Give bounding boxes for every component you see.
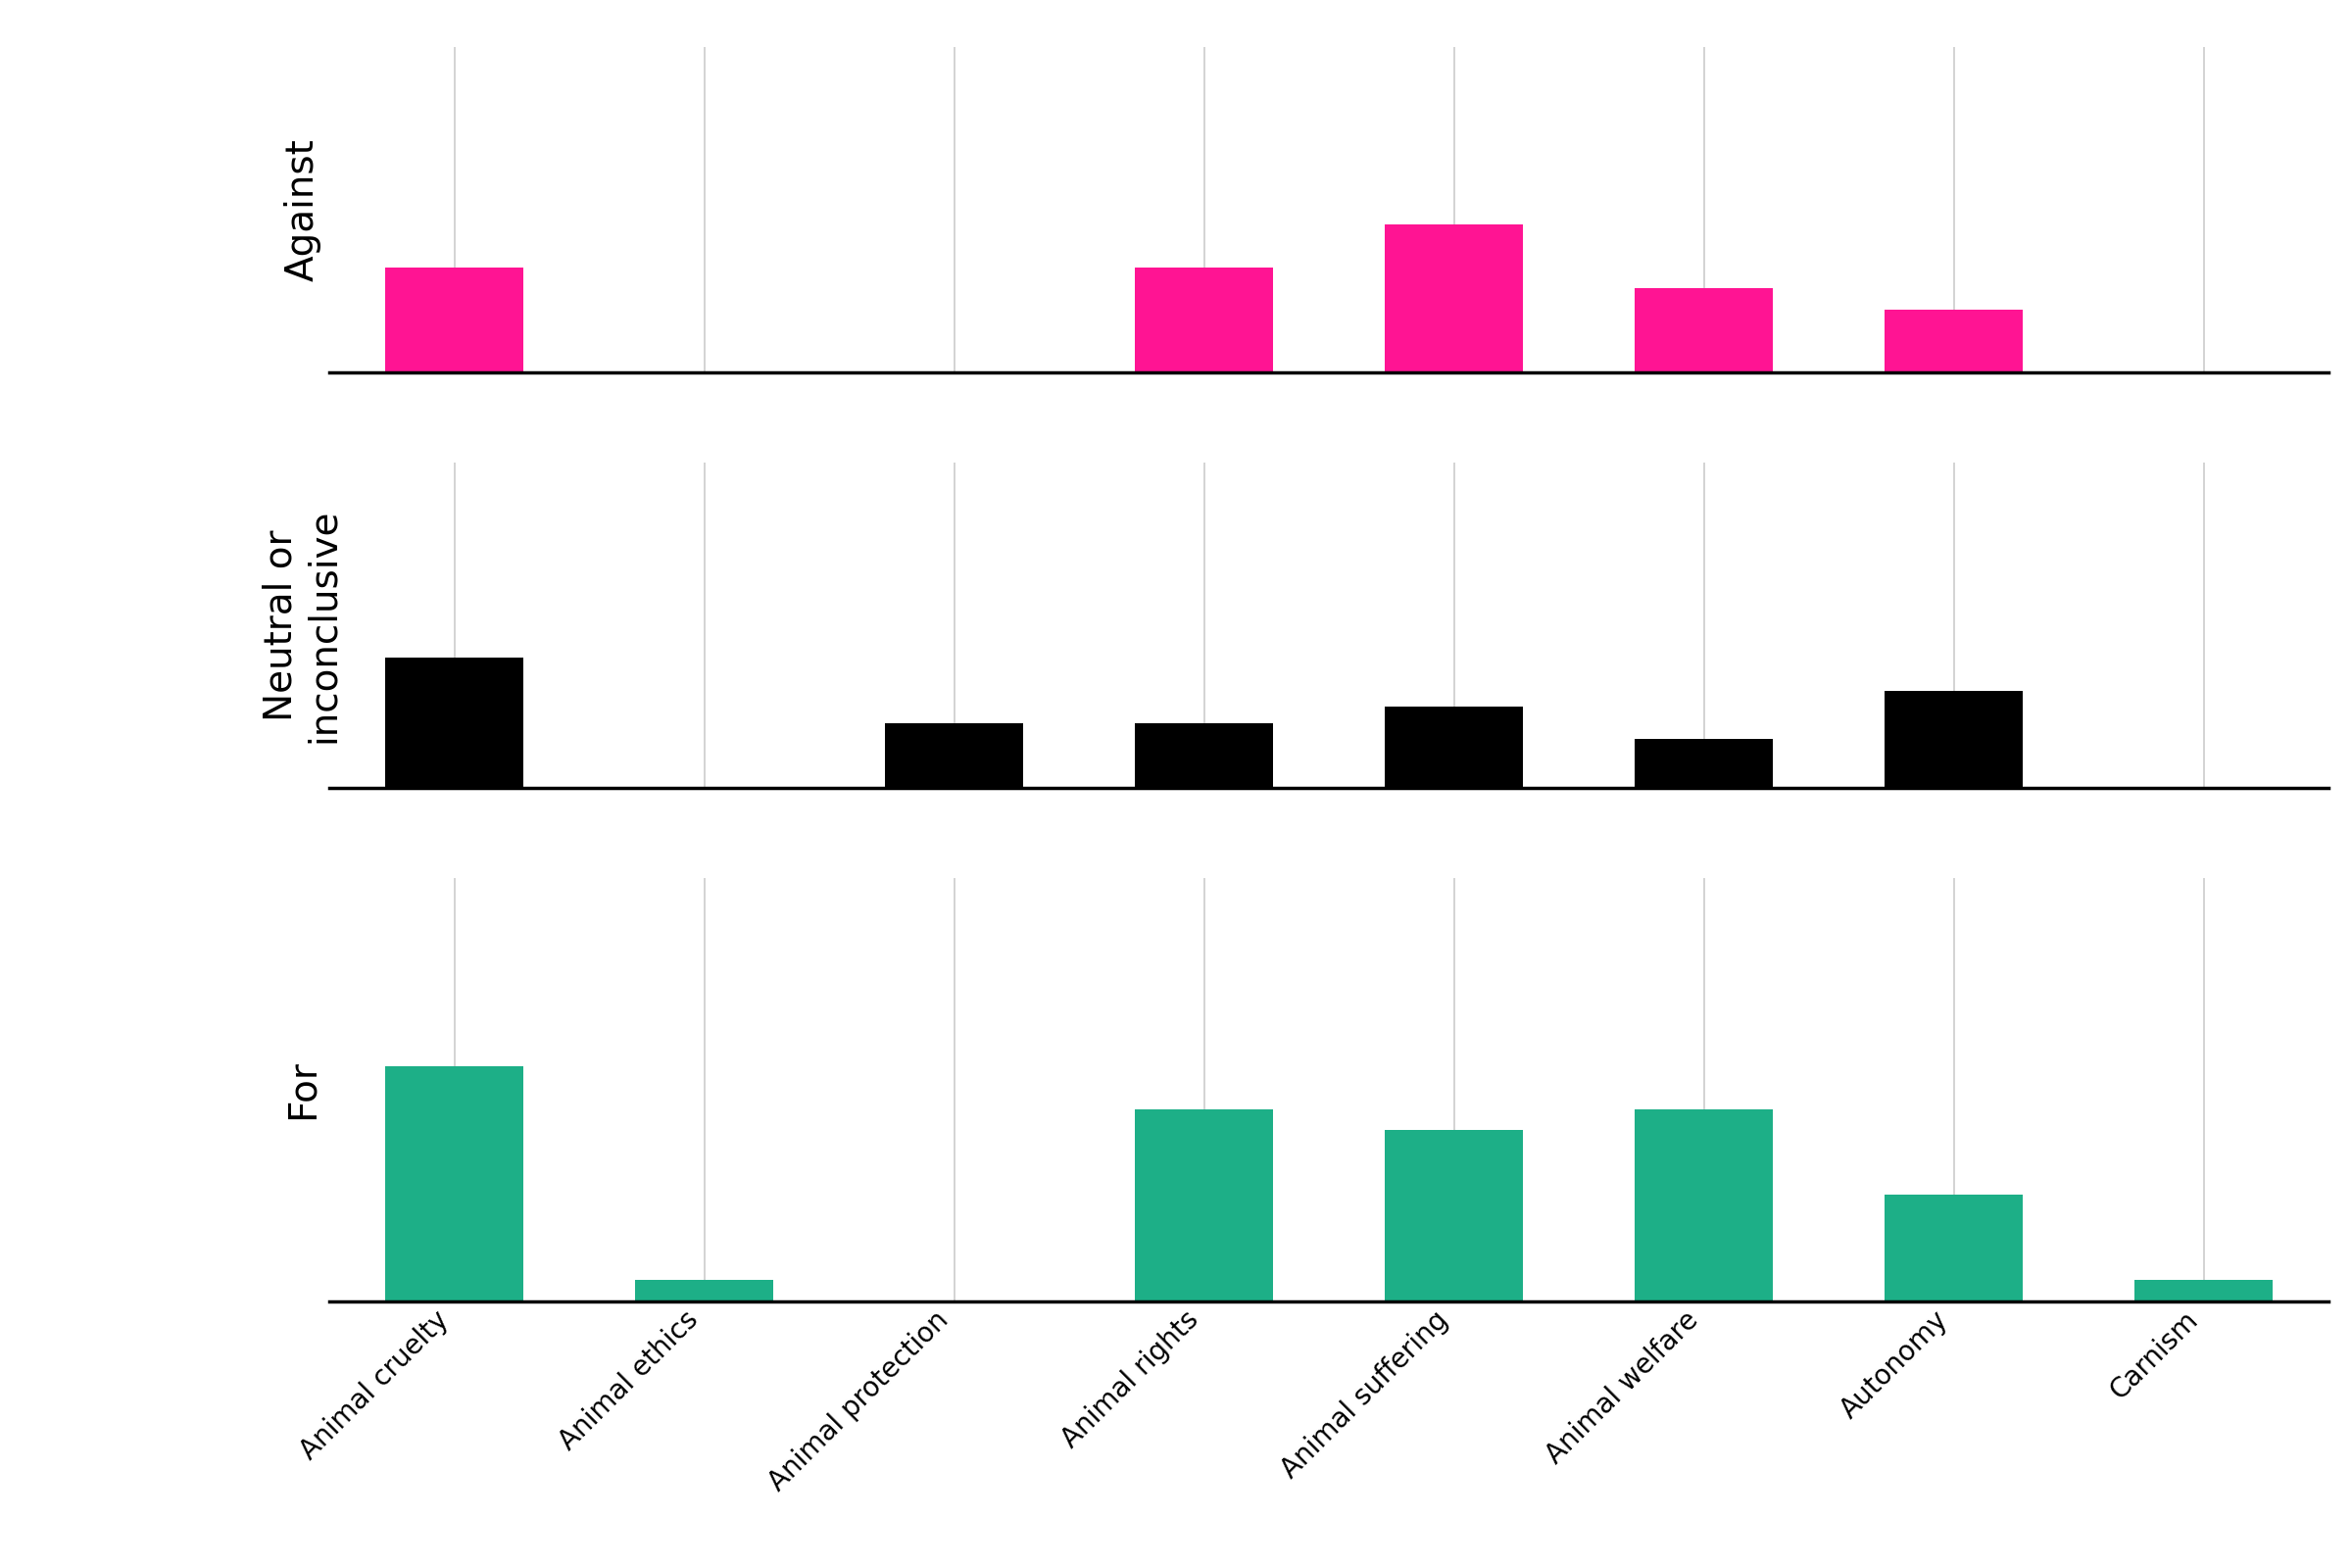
Bar	[1385, 707, 1522, 789]
Y-axis label: Neutral or
inconclusive: Neutral or inconclusive	[261, 508, 343, 743]
Bar	[1385, 1131, 1522, 1301]
Bar	[1635, 740, 1773, 789]
Bar	[1635, 1109, 1773, 1301]
Bar	[386, 659, 522, 789]
Bar	[1884, 690, 2023, 789]
Y-axis label: For: For	[285, 1060, 320, 1120]
Bar	[386, 1066, 522, 1301]
Bar	[635, 1279, 774, 1301]
Bar	[2136, 1279, 2272, 1301]
Bar	[1635, 289, 1773, 373]
Bar	[1136, 723, 1272, 789]
Bar	[386, 267, 522, 373]
Bar	[1884, 1195, 2023, 1301]
Y-axis label: Against: Against	[285, 138, 320, 281]
Bar	[1136, 1109, 1272, 1301]
Bar	[1136, 267, 1272, 373]
Bar	[1884, 309, 2023, 373]
Bar	[884, 723, 1023, 789]
Bar	[1385, 224, 1522, 373]
